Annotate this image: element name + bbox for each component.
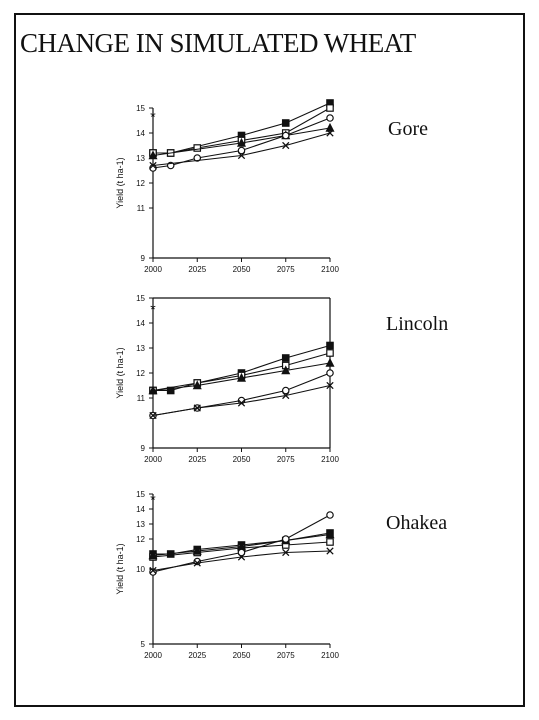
ohakea-x-tick-label: 2075 bbox=[277, 651, 295, 660]
gore-point-cross bbox=[326, 129, 334, 137]
lincoln-point-cross bbox=[237, 399, 246, 407]
ohakea-y-tick-label: 13 bbox=[136, 520, 145, 529]
lincoln-point-open-circle bbox=[281, 386, 290, 395]
gore-point-filled-triangle bbox=[148, 150, 158, 160]
slide-title: CHANGE IN SIMULATED WHEAT bbox=[20, 28, 416, 58]
gore-y-tick-label: 15 bbox=[136, 104, 145, 113]
ohakea-point-open-circle bbox=[237, 548, 246, 557]
ohakea-x-tick-label: 2000 bbox=[144, 651, 162, 660]
gore-point-filled-square bbox=[281, 119, 290, 127]
ohakea-point-cross bbox=[193, 559, 201, 567]
gore-point-open-square bbox=[193, 144, 202, 152]
gore-y-tick-label: 11 bbox=[137, 204, 146, 213]
lincoln-x-tick-label: 2050 bbox=[233, 455, 251, 464]
ohakea-point-cross bbox=[282, 548, 290, 557]
lincoln-point-cross bbox=[282, 391, 290, 400]
gore-x-tick-label: 2000 bbox=[144, 265, 162, 274]
ohakea-y-axis-label: Yield (t ha-1) bbox=[115, 543, 125, 594]
lincoln-point-filled-triangle bbox=[325, 357, 335, 367]
site-label-gore: Gore bbox=[388, 118, 428, 140]
ohakea-point-filled-triangle bbox=[148, 550, 158, 560]
gore-series-line-filled-triangle bbox=[152, 127, 331, 157]
lincoln-y-tick-label: 15 bbox=[136, 294, 145, 303]
lincoln-y-tick-label: 12 bbox=[136, 369, 145, 378]
slide-frame bbox=[14, 13, 525, 707]
ohakea-x-tick-label: 2100 bbox=[321, 651, 339, 660]
lincoln-point-cross bbox=[193, 404, 201, 412]
gore-point-cross bbox=[237, 151, 246, 160]
lincoln-point-filled-triangle bbox=[192, 380, 202, 390]
ohakea-point-cross bbox=[326, 547, 334, 555]
site-label-ohakea: Ohakea bbox=[386, 512, 448, 534]
lincoln-point-open-square bbox=[326, 349, 334, 357]
gore-y-tick-label: 9 bbox=[141, 254, 146, 263]
gore-point-open-circle bbox=[326, 114, 334, 122]
gore-x-tick-label: 2050 bbox=[233, 265, 251, 274]
lincoln-point-filled-square bbox=[281, 354, 290, 362]
lincoln-x-tick-label: 2025 bbox=[188, 455, 206, 464]
ohakea-point-filled-triangle bbox=[192, 545, 202, 555]
lincoln-annotation: * bbox=[150, 301, 156, 317]
gore-point-open-circle bbox=[193, 154, 202, 162]
ohakea-y-tick-label: 14 bbox=[136, 505, 145, 514]
lincoln-y-tick-label: 13 bbox=[136, 344, 145, 353]
ohakea-point-cross bbox=[149, 566, 157, 575]
gore-y-tick-label: 12 bbox=[136, 179, 145, 188]
gore-annotation: * bbox=[150, 109, 156, 125]
ohakea-annotation: * bbox=[150, 492, 156, 508]
ohakea-point-filled-triangle bbox=[325, 529, 335, 539]
gore-point-open-circle bbox=[237, 146, 246, 155]
ohakea-x-tick-label: 2050 bbox=[233, 651, 251, 660]
gore-point-cross bbox=[149, 161, 157, 170]
gore-point-open-square bbox=[326, 104, 334, 112]
ohakea-y-tick-label: 12 bbox=[136, 535, 145, 544]
gore-x-tick-label: 2100 bbox=[321, 265, 339, 274]
gore-y-tick-label: 14 bbox=[136, 129, 145, 138]
gore-point-filled-triangle bbox=[236, 137, 247, 147]
lincoln-y-tick-label: 9 bbox=[141, 444, 146, 453]
ohakea-point-open-square bbox=[326, 538, 334, 546]
lincoln-point-filled-triangle bbox=[281, 365, 291, 375]
ohakea-point-cross bbox=[237, 553, 246, 561]
gore-y-tick-label: 13 bbox=[136, 154, 145, 163]
gore-point-cross bbox=[282, 141, 290, 150]
gore-point-filled-triangle bbox=[325, 122, 335, 132]
lincoln-y-tick-label: 11 bbox=[137, 394, 146, 403]
ohakea-y-tick-label: 15 bbox=[136, 490, 145, 499]
gore-x-tick-label: 2075 bbox=[277, 265, 295, 274]
gore-x-tick-label: 2025 bbox=[188, 265, 206, 274]
lincoln-point-filled-triangle bbox=[236, 372, 247, 382]
lincoln-x-tick-label: 2000 bbox=[144, 455, 162, 464]
gore-y-axis-label: Yield (t ha-1) bbox=[115, 157, 125, 208]
lincoln-y-tick-label: 14 bbox=[136, 319, 145, 328]
lincoln-point-filled-triangle bbox=[148, 385, 158, 395]
lincoln-point-cross bbox=[326, 381, 334, 390]
ohakea-point-open-circle bbox=[281, 535, 290, 543]
ohakea-y-tick-label: 5 bbox=[141, 640, 146, 649]
lincoln-x-tick-label: 2075 bbox=[277, 455, 295, 464]
lincoln-point-open-circle bbox=[326, 369, 334, 377]
gore-point-open-circle bbox=[281, 131, 290, 140]
gore-series-line-cross bbox=[152, 132, 331, 167]
ohakea-y-tick-label: 10 bbox=[136, 565, 145, 574]
ohakea-point-open-circle bbox=[326, 511, 334, 519]
lincoln-x-tick-label: 2100 bbox=[321, 455, 339, 464]
site-label-lincoln: Lincoln bbox=[386, 313, 449, 335]
lincoln-point-cross bbox=[149, 411, 157, 420]
lincoln-point-filled-square bbox=[326, 341, 334, 350]
ohakea-x-tick-label: 2025 bbox=[188, 651, 206, 660]
lincoln-y-axis-label: Yield (t ha-1) bbox=[115, 347, 125, 398]
